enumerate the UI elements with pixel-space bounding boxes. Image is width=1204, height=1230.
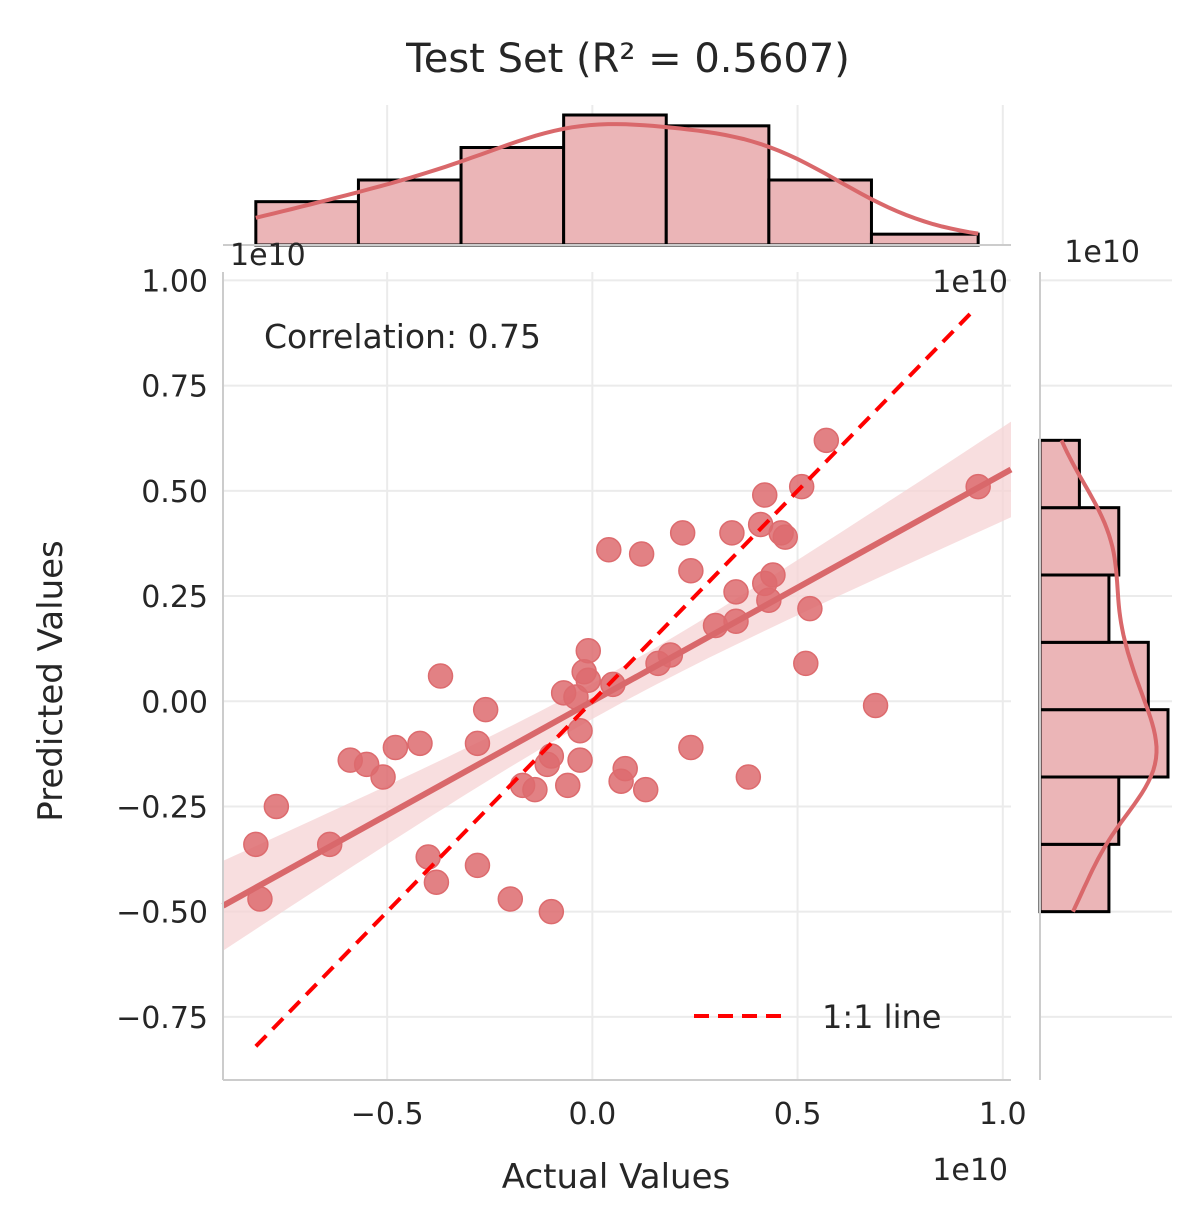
scatter-point xyxy=(427,663,454,689)
right-hist-bar xyxy=(1038,438,1081,510)
scatter-point xyxy=(760,562,786,588)
scatter-point xyxy=(575,638,602,664)
regression-line-path xyxy=(221,466,1013,909)
scatter-point xyxy=(407,730,433,757)
scatter-point xyxy=(678,734,704,761)
top-histogram xyxy=(223,105,1011,247)
scatter-point xyxy=(243,831,269,858)
scatter-point xyxy=(793,650,819,677)
scatter-point xyxy=(723,579,749,605)
scatter-point xyxy=(813,427,840,454)
scatter-point xyxy=(370,764,396,790)
scatter-point xyxy=(538,743,565,769)
top-hist-bar xyxy=(459,146,566,247)
top-hist-offset-label: 1e10 xyxy=(230,238,306,273)
scatter-points xyxy=(243,427,991,925)
scatter-point xyxy=(735,764,762,790)
scatter-point xyxy=(567,717,593,744)
scatter-point xyxy=(669,520,696,546)
legend: 1:1 line xyxy=(694,998,941,1036)
scatter-point xyxy=(632,776,659,803)
scatter-point xyxy=(497,886,524,912)
scatter-point xyxy=(596,537,622,563)
right-hist-bar xyxy=(1038,640,1150,712)
scatter-point xyxy=(522,776,548,803)
x-tick-label: 1.0 xyxy=(979,1097,1027,1132)
right-hist-bar xyxy=(1038,708,1170,779)
scatter-point xyxy=(382,734,409,761)
scatter-point xyxy=(719,520,745,546)
x-axis-label: Actual Values xyxy=(502,1157,730,1197)
scatter-point xyxy=(263,793,290,820)
scatter-point xyxy=(555,772,581,799)
x-offset-label: 1e10 xyxy=(932,1153,1008,1188)
right-hist-kde-curve xyxy=(1059,439,1159,913)
y-tick-label: −0.50 xyxy=(116,896,208,931)
top-hist-bar xyxy=(869,232,980,247)
scatter-point xyxy=(464,730,491,757)
right-hist-bar xyxy=(1038,506,1121,577)
scatter-point xyxy=(797,595,823,622)
x-tick-label: −0.5 xyxy=(351,1097,424,1132)
scatter-point xyxy=(772,524,799,550)
top-hist-bar xyxy=(664,124,771,247)
top-hist-kde-curve xyxy=(255,122,979,236)
scatter-point xyxy=(464,852,491,879)
scatter-point xyxy=(612,755,638,782)
y-tick-label: 0.25 xyxy=(141,580,208,615)
scatter-point xyxy=(575,667,602,693)
y-tick-label: 0.75 xyxy=(141,370,208,405)
right-hist-bar xyxy=(1038,775,1121,846)
chart-title: Test Set (R² = 0.5607) xyxy=(405,36,850,82)
identity-line xyxy=(254,312,972,1048)
scatter-point xyxy=(472,696,499,723)
scatter-point xyxy=(423,869,450,895)
correlation-annotation: Correlation: 0.75 xyxy=(264,317,541,356)
x-tick-label: 0.5 xyxy=(774,1097,822,1132)
scatter-point xyxy=(752,482,778,508)
scatter-point xyxy=(678,558,704,584)
y-tick-label: 0.00 xyxy=(141,685,208,720)
tick-labels: −0.5 0.0 0.5 1.0 −0.75 −0.50 −0.25 0.00 0.25 0.50… xyxy=(116,264,1027,1132)
y-tick-label: −0.25 xyxy=(116,790,208,825)
regression-line xyxy=(221,466,1013,909)
y-tick-label: −0.75 xyxy=(116,1001,208,1036)
scatter-point xyxy=(628,541,655,567)
main-axes xyxy=(222,272,1011,1081)
top-hist-bar xyxy=(356,178,463,247)
top-hist-bar xyxy=(562,113,668,247)
identity-line-path xyxy=(254,312,972,1048)
scatter-point xyxy=(862,692,889,719)
right-hist-bar xyxy=(1038,573,1111,644)
right-hist-offset-label: 1e10 xyxy=(1064,235,1140,270)
y-tick-label: 1.00 xyxy=(141,264,208,299)
right-hist-bar xyxy=(1038,842,1111,914)
x-tick-label: 0.0 xyxy=(569,1097,617,1132)
scatter-point xyxy=(538,898,565,925)
scatter-point xyxy=(567,747,593,773)
scatter-point xyxy=(415,844,441,870)
y-tick-label: 0.50 xyxy=(141,475,208,510)
y-offset-label: 1e10 xyxy=(932,265,1008,300)
y-axis-label: Predicted Values xyxy=(31,540,71,822)
right-histogram xyxy=(1038,272,1172,1080)
legend-label-identity: 1:1 line xyxy=(822,998,941,1036)
